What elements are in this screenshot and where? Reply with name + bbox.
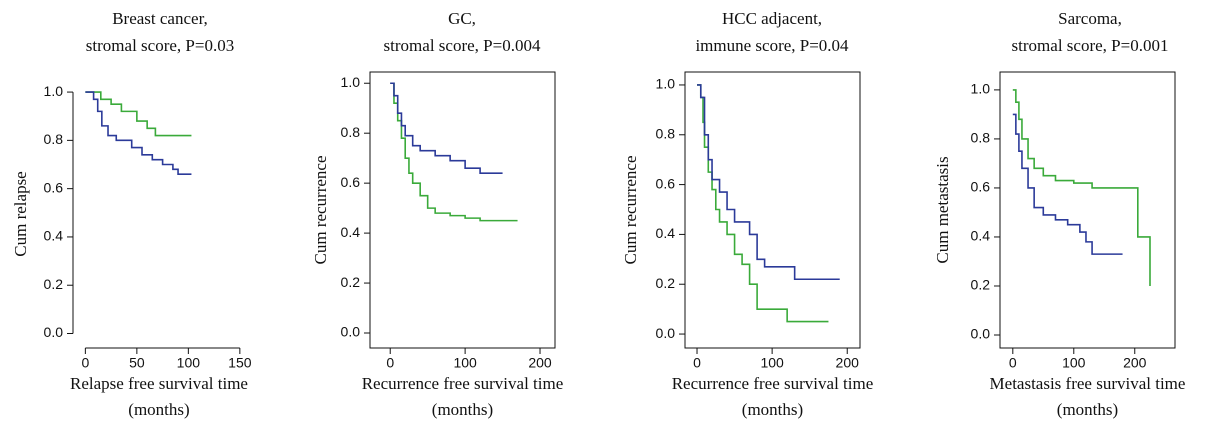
x-axis-label: Recurrence free survival time bbox=[362, 374, 564, 393]
x-tick-label: 150 bbox=[228, 355, 252, 371]
y-tick-label: 0.8 bbox=[341, 124, 361, 140]
y-tick-label: 0.0 bbox=[44, 324, 64, 340]
x-axis-label: Recurrence free survival time bbox=[672, 374, 874, 393]
x-tick-label: 200 bbox=[836, 355, 860, 371]
panel-title: stromal score, P=0.03 bbox=[86, 36, 234, 55]
y-tick-label: 0.4 bbox=[341, 224, 361, 240]
y-tick-label: 0.6 bbox=[971, 179, 991, 195]
x-axis-label: (months) bbox=[1057, 400, 1118, 419]
x-axis-label: (months) bbox=[432, 400, 493, 419]
survival-curve bbox=[85, 91, 192, 175]
x-axis-label: (months) bbox=[742, 400, 803, 419]
survival-curve bbox=[1012, 89, 1151, 286]
survival-curve bbox=[1012, 113, 1123, 255]
y-tick-label: 0.0 bbox=[971, 326, 991, 342]
y-tick-label: 0.6 bbox=[341, 174, 361, 190]
y-axis-label: Cum metastasis bbox=[933, 156, 952, 263]
plot-frame bbox=[369, 71, 556, 349]
x-tick-label: 100 bbox=[760, 355, 784, 371]
y-tick-label: 1.0 bbox=[341, 74, 361, 90]
y-tick-label: 1.0 bbox=[656, 76, 676, 92]
x-axis-label: (months) bbox=[128, 400, 189, 419]
y-tick-label: 0.8 bbox=[656, 125, 676, 141]
y-tick-label: 1.0 bbox=[971, 81, 991, 97]
x-tick-label: 0 bbox=[693, 355, 701, 371]
x-tick-label: 200 bbox=[528, 355, 552, 371]
x-tick-label: 50 bbox=[129, 355, 145, 371]
panel-title: GC, bbox=[448, 9, 476, 28]
y-tick-label: 0.0 bbox=[656, 325, 676, 341]
panel-title: immune score, P=0.04 bbox=[695, 36, 849, 55]
panel-title: stromal score, P=0.004 bbox=[384, 36, 541, 55]
y-tick-label: 0.0 bbox=[341, 324, 361, 340]
y-axis-label: Cum recurrence bbox=[311, 155, 330, 264]
y-tick-label: 0.2 bbox=[971, 277, 991, 293]
survival-curve bbox=[697, 84, 829, 323]
x-tick-label: 0 bbox=[386, 355, 394, 371]
x-tick-label: 0 bbox=[1009, 355, 1017, 371]
panel-title: stromal score, P=0.001 bbox=[1012, 36, 1169, 55]
y-tick-label: 0.2 bbox=[44, 276, 64, 292]
x-tick-label: 100 bbox=[177, 355, 201, 371]
x-tick-label: 0 bbox=[81, 355, 89, 371]
y-tick-label: 0.4 bbox=[44, 228, 64, 244]
y-axis-label: Cum relapse bbox=[11, 171, 30, 256]
x-tick-label: 100 bbox=[1062, 355, 1086, 371]
y-tick-label: 0.8 bbox=[971, 130, 991, 146]
y-tick-label: 0.2 bbox=[341, 274, 361, 290]
survival-curve bbox=[390, 82, 503, 174]
y-tick-label: 1.0 bbox=[44, 83, 64, 99]
panel-title: Breast cancer, bbox=[112, 9, 208, 28]
y-tick-label: 0.2 bbox=[656, 275, 676, 291]
panel-title: Sarcoma, bbox=[1058, 9, 1122, 28]
y-tick-label: 0.4 bbox=[971, 228, 991, 244]
x-axis-label: Metastasis free survival time bbox=[990, 374, 1186, 393]
x-tick-label: 200 bbox=[1123, 355, 1147, 371]
panel-title: HCC adjacent, bbox=[722, 9, 822, 28]
plot-frame bbox=[999, 71, 1176, 349]
survival-curve bbox=[697, 84, 840, 281]
y-tick-label: 0.6 bbox=[656, 175, 676, 191]
x-tick-label: 100 bbox=[453, 355, 477, 371]
y-tick-label: 0.4 bbox=[656, 225, 676, 241]
survival-curve bbox=[390, 82, 518, 222]
survival-curve bbox=[85, 91, 192, 137]
x-axis-label: Relapse free survival time bbox=[70, 374, 248, 393]
plot-frame bbox=[684, 71, 861, 349]
y-tick-label: 0.8 bbox=[44, 131, 64, 147]
y-axis-label: Cum recurrence bbox=[621, 155, 640, 264]
y-tick-label: 0.6 bbox=[44, 179, 64, 195]
